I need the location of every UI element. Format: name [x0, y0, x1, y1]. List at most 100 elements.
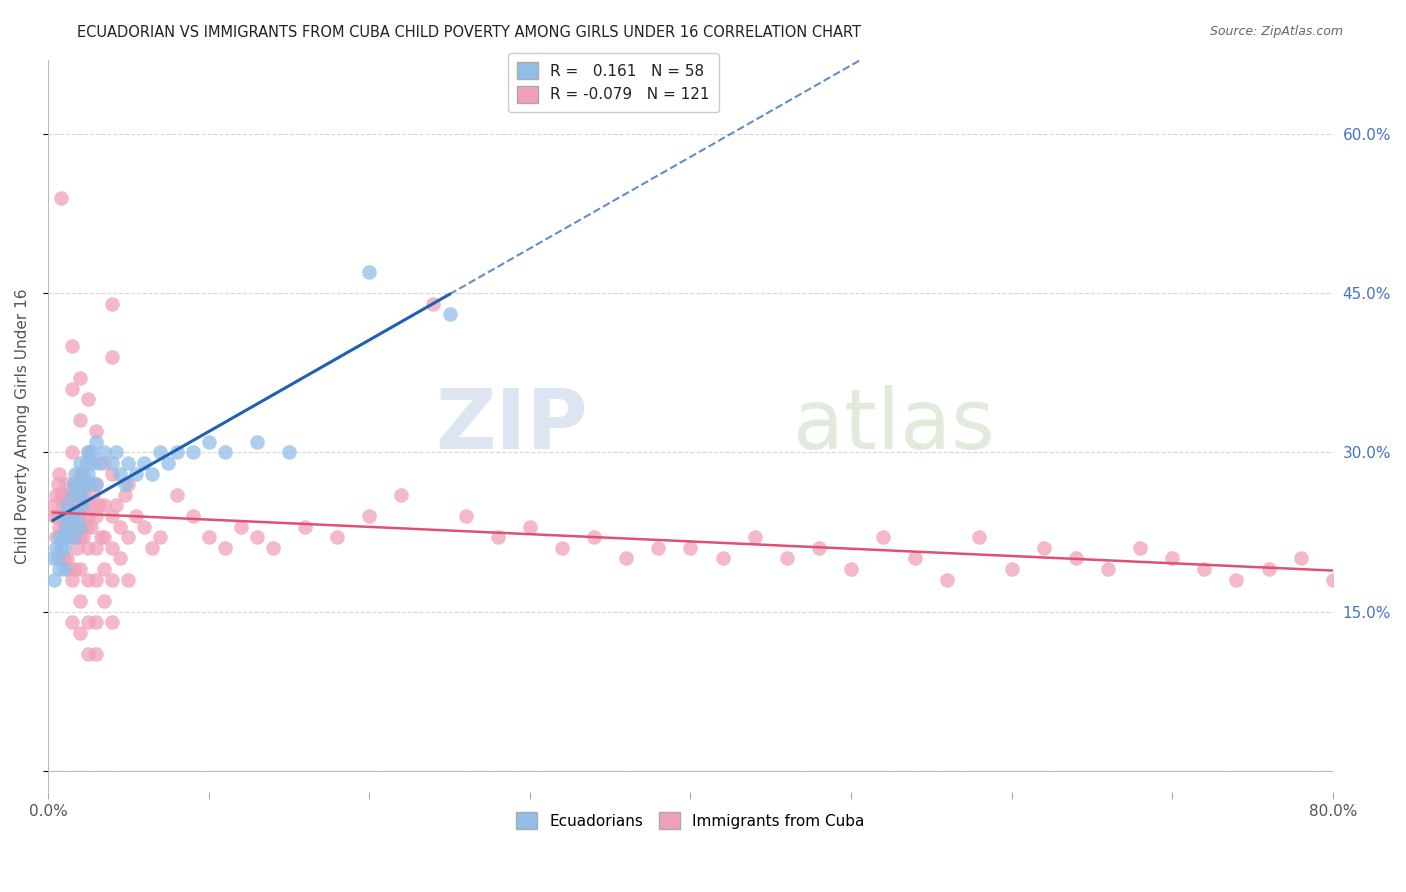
Point — [73, 499, 96, 513]
Point — [125, 467, 148, 481]
Point — [197, 530, 219, 544]
Point — [72, 488, 94, 502]
Point — [197, 434, 219, 449]
Point — [60, 508, 83, 523]
Point — [66, 499, 89, 513]
Point — [110, 467, 132, 481]
Point — [58, 562, 80, 576]
Point — [45, 488, 67, 502]
Point — [58, 508, 80, 523]
Point — [69, 625, 91, 640]
Point — [1257, 562, 1279, 576]
Point — [73, 477, 96, 491]
Point — [1289, 551, 1312, 566]
Point — [294, 519, 316, 533]
Point — [583, 530, 606, 544]
Point — [246, 434, 269, 449]
Point — [711, 551, 734, 566]
Point — [214, 445, 236, 459]
Point — [93, 594, 115, 608]
Point — [66, 541, 89, 555]
Point — [80, 445, 103, 459]
Point — [62, 530, 84, 544]
Point — [486, 530, 509, 544]
Legend: Ecuadorians, Immigrants from Cuba: Ecuadorians, Immigrants from Cuba — [510, 805, 870, 836]
Point — [166, 488, 188, 502]
Point — [422, 296, 444, 310]
Point — [149, 530, 172, 544]
Point — [60, 382, 83, 396]
Point — [389, 488, 412, 502]
Point — [69, 519, 91, 533]
Point — [101, 350, 124, 364]
Point — [1097, 562, 1119, 576]
Point — [45, 541, 67, 555]
Point — [181, 445, 204, 459]
Point — [70, 499, 93, 513]
Point — [77, 445, 100, 459]
Point — [65, 562, 87, 576]
Point — [359, 508, 381, 523]
Point — [51, 499, 73, 513]
Point — [72, 530, 94, 544]
Point — [69, 413, 91, 427]
Point — [69, 488, 91, 502]
Point — [48, 467, 70, 481]
Point — [49, 191, 72, 205]
Point — [181, 508, 204, 523]
Point — [69, 467, 91, 481]
Point — [101, 541, 124, 555]
Point — [46, 508, 69, 523]
Point — [439, 307, 461, 321]
Point — [66, 508, 89, 523]
Text: atlas: atlas — [793, 385, 995, 467]
Point — [59, 530, 82, 544]
Point — [84, 477, 107, 491]
Point — [56, 519, 79, 533]
Point — [56, 499, 79, 513]
Y-axis label: Child Poverty Among Girls Under 16: Child Poverty Among Girls Under 16 — [15, 288, 30, 564]
Point — [60, 615, 83, 629]
Point — [1064, 551, 1087, 566]
Point — [53, 488, 76, 502]
Point — [80, 519, 103, 533]
Point — [77, 615, 100, 629]
Point — [42, 551, 65, 566]
Point — [53, 541, 76, 555]
Point — [82, 456, 104, 470]
Point — [125, 508, 148, 523]
Point — [72, 467, 94, 481]
Point — [56, 551, 79, 566]
Point — [60, 488, 83, 502]
Point — [93, 530, 115, 544]
Text: ECUADORIAN VS IMMIGRANTS FROM CUBA CHILD POVERTY AMONG GIRLS UNDER 16 CORRELATIO: ECUADORIAN VS IMMIGRANTS FROM CUBA CHILD… — [77, 25, 862, 40]
Point — [614, 551, 637, 566]
Point — [134, 456, 156, 470]
Point — [519, 519, 541, 533]
Point — [84, 477, 107, 491]
Point — [1129, 541, 1152, 555]
Point — [51, 530, 73, 544]
Point — [55, 477, 77, 491]
Point — [679, 541, 702, 555]
Point — [1000, 562, 1022, 576]
Point — [69, 530, 91, 544]
Point — [44, 573, 66, 587]
Point — [93, 499, 115, 513]
Point — [49, 488, 72, 502]
Point — [60, 488, 83, 502]
Point — [45, 530, 67, 544]
Point — [53, 508, 76, 523]
Point — [84, 541, 107, 555]
Point — [114, 488, 136, 502]
Point — [79, 477, 101, 491]
Point — [84, 508, 107, 523]
Point — [82, 488, 104, 502]
Text: Source: ZipAtlas.com: Source: ZipAtlas.com — [1209, 25, 1343, 38]
Point — [60, 339, 83, 353]
Point — [104, 499, 127, 513]
Point — [56, 499, 79, 513]
Point — [60, 445, 83, 459]
Point — [134, 519, 156, 533]
Point — [904, 551, 927, 566]
